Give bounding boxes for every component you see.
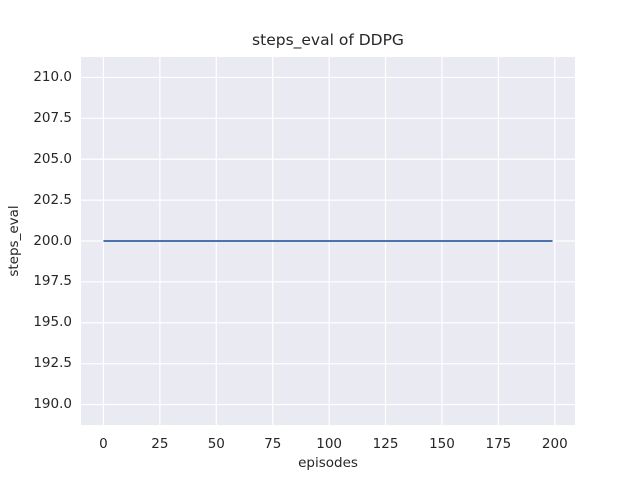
x-tick-label: 50: [207, 436, 225, 452]
y-tick-label: 195.0: [33, 314, 72, 331]
x-tick-label: 100: [316, 436, 343, 452]
x-tick-label: 175: [485, 436, 512, 452]
plot-area: [81, 57, 575, 425]
y-tick-label: 190.0: [33, 396, 72, 413]
x-axis-label: episodes: [298, 455, 358, 471]
plot-canvas: [81, 57, 575, 425]
x-tick-label: 75: [264, 436, 282, 452]
y-tick-label: 202.5: [33, 191, 72, 208]
y-tick-label: 207.5: [33, 109, 72, 126]
y-tick-label: 205.0: [33, 150, 72, 167]
x-tick-label: 0: [99, 436, 108, 452]
x-tick-label: 125: [372, 436, 399, 452]
y-tick-label: 192.5: [33, 355, 72, 372]
y-tick-label: 210.0: [33, 68, 72, 85]
x-tick-label: 150: [429, 436, 455, 452]
x-tick-label: 25: [151, 436, 169, 452]
chart-title: steps_eval of DDPG: [252, 31, 404, 49]
y-tick-label: 200.0: [33, 232, 72, 249]
y-tick-label: 197.5: [33, 273, 72, 290]
x-tick-label: 200: [541, 436, 568, 452]
